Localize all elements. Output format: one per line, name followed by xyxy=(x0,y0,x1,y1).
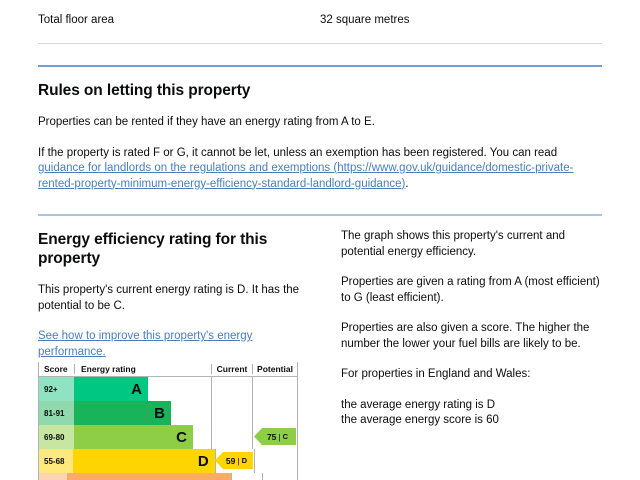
epc-header-energy-rating: Energy rating xyxy=(74,364,211,374)
divider-blue xyxy=(38,65,602,67)
divider-grey xyxy=(38,43,602,44)
epc-bar-cell: A xyxy=(74,377,211,401)
landlord-guidance-link[interactable]: guidance for landlords on the regulation… xyxy=(38,162,574,190)
epc-band-row: 92+ A xyxy=(39,377,297,401)
epc-current-cell xyxy=(211,401,252,425)
epc-score-label: 81-91 xyxy=(39,401,74,425)
improve-performance-link[interactable]: See how to improve this property's energ… xyxy=(38,330,253,358)
divider-blue-light xyxy=(38,214,602,216)
energy-rating-title: Energy efficiency rating for this proper… xyxy=(38,231,268,267)
total-floor-area-value: 32 square metres xyxy=(320,14,410,26)
explainer-paragraph-1: The graph shows this property's current … xyxy=(341,230,566,258)
epc-rating-chart: Score Energy rating Current Potential 92… xyxy=(38,362,298,480)
epc-potential-badge: 75 | C xyxy=(254,428,296,445)
average-energy-rating: the average energy rating is D xyxy=(341,398,496,411)
epc-current-cell xyxy=(211,425,252,449)
average-energy-score: the average energy score is 60 xyxy=(341,414,499,426)
epc-header-potential: Potential xyxy=(252,364,297,374)
epc-bar-cell: D xyxy=(72,449,215,473)
epc-bar-cell: B xyxy=(74,401,211,425)
epc-score-label: 39-54 xyxy=(39,473,67,480)
epc-band-bar: D xyxy=(72,449,215,473)
epc-potential-cell xyxy=(262,473,297,480)
epc-bar-cell: C xyxy=(74,425,211,449)
explainer-averages: the average energy rating is D the averag… xyxy=(341,398,603,429)
epc-band-row: 39-54E xyxy=(39,473,297,480)
letting-paragraph-2-prefix: If the property is rated F or G, it cann… xyxy=(38,146,558,159)
epc-current-cell: 59 | D xyxy=(214,449,254,473)
epc-band-row: 81-91 B xyxy=(39,401,297,425)
rules-on-letting-title: Rules on letting this property xyxy=(38,82,251,99)
epc-band-row: 69-80 C 75 | C xyxy=(39,425,297,449)
epc-potential-cell xyxy=(253,449,297,473)
explainer-paragraph-4: For properties in England and Wales: xyxy=(341,368,531,380)
epc-header-current: Current xyxy=(211,364,252,374)
total-floor-area-label: Total floor area xyxy=(38,14,115,26)
epc-score-label: 55-68 xyxy=(39,449,73,473)
epc-band-bar: A xyxy=(74,377,148,401)
epc-band-row: 55-68 D 59 | D xyxy=(39,449,297,473)
epc-current-cell xyxy=(230,473,263,480)
epc-score-label: 92+ xyxy=(39,377,74,401)
letting-paragraph-1: Properties can be rented if they have an… xyxy=(38,116,375,128)
current-rating-text: This property's current energy rating is… xyxy=(38,284,300,312)
page-content: Total floor area 32 square metres Rules … xyxy=(38,0,602,480)
epc-current-badge: 59 | D xyxy=(214,452,253,469)
epc-potential-cell: 75 | C xyxy=(252,425,297,449)
epc-header-score: Score xyxy=(44,364,68,374)
epc-band-bar: B xyxy=(74,401,171,425)
letting-paragraph-2-suffix: . xyxy=(405,177,409,190)
epc-potential-cell xyxy=(252,377,297,401)
epc-header-row: Score Energy rating Current Potential xyxy=(39,362,297,377)
epc-band-bar: E xyxy=(66,473,231,480)
epc-band-bar: C xyxy=(74,425,193,449)
epc-current-cell xyxy=(211,377,252,401)
epc-bar-cell: E xyxy=(66,473,231,480)
explainer-paragraph-2: Properties are given a rating from A (mo… xyxy=(341,276,600,304)
letting-paragraph-2: If the property is rated F or G, it cann… xyxy=(38,146,602,193)
improve-performance-paragraph: See how to improve this property's energ… xyxy=(38,329,310,360)
explainer-paragraph-3: Properties are also given a score. The h… xyxy=(341,322,590,350)
epc-potential-cell xyxy=(252,401,297,425)
rating-column: Energy efficiency rating for this proper… xyxy=(38,216,310,480)
total-floor-area-row: Total floor area 32 square metres xyxy=(38,0,602,28)
explainer-column: The graph shows this property's current … xyxy=(341,216,603,429)
epc-score-label: 69-80 xyxy=(39,425,74,449)
